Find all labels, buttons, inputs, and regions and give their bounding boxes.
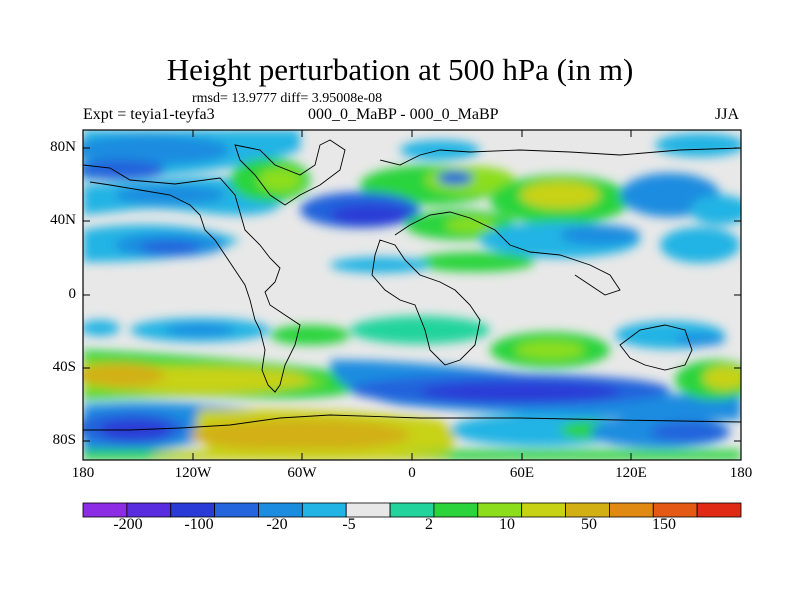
lon-label-180e: 180 [729, 465, 753, 481]
colorbar-label: 150 [652, 516, 676, 533]
colorbar-label: -5 [342, 516, 356, 533]
colorbar-label: -100 [184, 516, 214, 533]
experiment-label: Expt = teyia1-teyfa3 [83, 106, 215, 123]
americas-coastline [83, 164, 301, 393]
comparison-label: 000_0_MaBP - 000_0_MaBP [308, 106, 499, 123]
lon-label-180w: 180 [71, 465, 95, 481]
lat-label-80n: 80N [50, 139, 76, 155]
colorbar-swatch [696, 502, 742, 518]
colorbar-swatch [82, 502, 128, 518]
lon-label-60e: 60E [509, 465, 535, 481]
eurasia-south-coastline [394, 211, 621, 296]
colorbar-swatch [609, 502, 654, 518]
africa-coastline [371, 239, 481, 366]
australia-coastline [619, 324, 693, 371]
colorbar-swatch [301, 502, 347, 518]
colorbar-label: -200 [113, 516, 143, 533]
plot-title: Height perturbation at 500 hPa (in m) [166, 52, 634, 87]
colorbar-swatch [170, 502, 215, 518]
colorbar-swatch [214, 502, 259, 518]
colorbar-label: 2 [425, 516, 433, 533]
colorbar-swatch [521, 502, 566, 518]
height-field [83, 130, 741, 460]
lon-label-120e: 120E [615, 465, 647, 481]
colorbar-label: 10 [499, 516, 515, 533]
greenland-coastline [234, 139, 346, 206]
colorbar-swatch [345, 502, 391, 518]
lon-label-0: 0 [408, 465, 416, 481]
lat-label-80s: 80S [52, 432, 76, 448]
colorbar [82, 502, 742, 518]
colorbar-swatch [652, 502, 698, 518]
lat-label-0: 0 [68, 286, 77, 302]
eurasia-north-coastline [379, 147, 741, 166]
colorbar-swatch [433, 502, 479, 518]
colorbar-swatch [126, 502, 172, 518]
colorbar-label: -20 [266, 516, 288, 533]
colorbar-swatch [477, 502, 523, 518]
colorbar-swatch [565, 502, 610, 518]
rmsd-stats: rmsd= 13.9777 diff= 3.95008e-08 [192, 91, 383, 106]
lat-label-40s: 40S [52, 359, 76, 375]
lat-label-40n: 40N [50, 212, 76, 228]
colorbar-swatch [258, 502, 303, 518]
season-label: JJA [715, 106, 740, 123]
colorbar-label: 50 [581, 516, 597, 533]
antarctica-coastline [83, 414, 741, 431]
lon-label-120w: 120W [174, 465, 212, 481]
lon-label-60w: 60W [287, 465, 317, 481]
axis-ticks [82, 130, 742, 460]
coastlines [83, 139, 741, 431]
colorbar-swatch [389, 502, 435, 518]
